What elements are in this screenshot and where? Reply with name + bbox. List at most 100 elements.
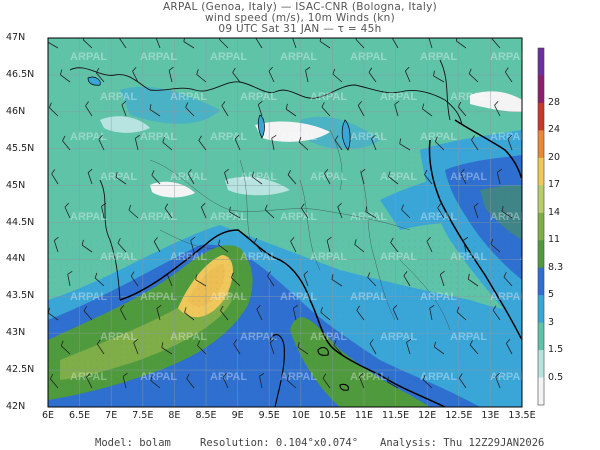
longitude-label: 7E [105, 410, 118, 421]
color-scale-swatch [538, 295, 544, 324]
latitude-label: 44N [6, 253, 26, 265]
color-scale-swatch [538, 130, 544, 159]
color-scale-label: 11 [548, 234, 561, 246]
svg-text:ARPAL: ARPAL [240, 331, 277, 343]
color-scale-label: 20 [548, 151, 561, 163]
svg-text:ARPAL: ARPAL [490, 51, 527, 63]
svg-text:ARPAL: ARPAL [350, 51, 387, 63]
longitude-label: 11E [354, 410, 374, 421]
svg-text:ARPAL: ARPAL [450, 251, 487, 263]
svg-text:ARPAL: ARPAL [140, 51, 177, 63]
svg-text:ARPAL: ARPAL [100, 171, 137, 183]
longitude-label: 8.5E [195, 410, 217, 421]
latitude-label: 45.5N [6, 142, 35, 154]
svg-text:ARPAL: ARPAL [280, 131, 317, 143]
footer-analysis: Analysis: Thu 12Z29JAN2026 [380, 437, 545, 449]
latitude-label: 42N [6, 401, 26, 412]
svg-text:ARPAL: ARPAL [310, 171, 347, 183]
color-scale-swatch [538, 377, 544, 406]
svg-text:ARPAL: ARPAL [310, 251, 347, 263]
regional-boundaries [149, 129, 451, 331]
color-scale-label: 17 [548, 179, 561, 191]
svg-text:ARPAL: ARPAL [520, 91, 557, 103]
svg-text:ARPAL: ARPAL [350, 131, 387, 143]
svg-text:ARPAL: ARPAL [210, 211, 247, 223]
svg-text:ARPAL: ARPAL [210, 51, 247, 63]
map-subtitle: wind speed (m/s), 10m Winds (kn) [205, 12, 395, 24]
svg-text:ARPAL: ARPAL [450, 171, 487, 183]
longitude-label: 12.5E [445, 410, 473, 421]
svg-text:ARPAL: ARPAL [140, 291, 177, 303]
longitude-label: 10.5E [318, 410, 346, 421]
longitude-label: 6.5E [69, 410, 91, 421]
country-borders [69, 59, 463, 301]
footer-model: Model: bolam [95, 437, 171, 449]
svg-text:ARPAL: ARPAL [350, 371, 387, 383]
latitude-label: 44.5N [6, 216, 35, 228]
svg-text:ARPAL: ARPAL [70, 291, 107, 303]
color-scale-swatch [538, 185, 544, 214]
svg-text:ARPAL: ARPAL [520, 171, 557, 183]
latitude-label: 46.5N [6, 68, 35, 80]
svg-text:ARPAL: ARPAL [100, 91, 137, 103]
longitude-label: 9E [231, 410, 244, 421]
svg-text:ARPAL: ARPAL [490, 211, 527, 223]
svg-text:ARPAL: ARPAL [490, 131, 527, 143]
color-scale-swatch [538, 322, 544, 351]
lakes [87, 76, 351, 151]
svg-text:ARPAL: ARPAL [450, 91, 487, 103]
svg-text:ARPAL: ARPAL [350, 211, 387, 223]
svg-text:ARPAL: ARPAL [380, 331, 417, 343]
svg-text:ARPAL: ARPAL [170, 171, 207, 183]
color-scale-label: 28 [548, 96, 561, 108]
color-scale-label: 0.5 [548, 371, 564, 383]
svg-text:ARPAL: ARPAL [100, 331, 137, 343]
svg-text:ARPAL: ARPAL [420, 211, 457, 223]
svg-text:ARPAL: ARPAL [70, 131, 107, 143]
svg-text:ARPAL: ARPAL [140, 131, 177, 143]
svg-text:ARPAL: ARPAL [310, 91, 347, 103]
color-scale-swatch [538, 48, 544, 76]
latitude-label: 42.5N [6, 364, 35, 376]
svg-text:ARPAL: ARPAL [520, 331, 557, 343]
svg-text:ARPAL: ARPAL [170, 331, 207, 343]
svg-text:ARPAL: ARPAL [140, 371, 177, 383]
svg-text:ARPAL: ARPAL [350, 291, 387, 303]
color-scale-bar [537, 47, 545, 406]
svg-text:ARPAL: ARPAL [520, 251, 557, 263]
svg-text:ARPAL: ARPAL [210, 291, 247, 303]
svg-text:ARPAL: ARPAL [420, 51, 457, 63]
latitude-label: 46N [6, 105, 26, 117]
svg-text:ARPAL: ARPAL [240, 251, 277, 263]
color-scale-label: 24 [548, 124, 561, 136]
svg-text:ARPAL: ARPAL [70, 371, 107, 383]
svg-text:ARPAL: ARPAL [420, 131, 457, 143]
color-scale-swatch [538, 157, 544, 186]
svg-text:ARPAL: ARPAL [170, 91, 207, 103]
color-scale-label: 5 [548, 289, 555, 301]
latitude-label: 45N [6, 179, 26, 191]
svg-text:ARPAL: ARPAL [170, 251, 207, 263]
map-frame [47, 37, 523, 408]
svg-text:ARPAL: ARPAL [140, 211, 177, 223]
longitude-label: 8E [168, 410, 181, 421]
longitude-label: 13.5E [508, 410, 536, 421]
longitude-label: 10E [291, 410, 310, 421]
svg-text:ARPAL: ARPAL [280, 291, 317, 303]
longitude-label: 11.5E [382, 410, 410, 421]
footer-resolution: Resolution: 0.104°x0.074° [200, 437, 359, 449]
latitude-label: 43N [6, 327, 26, 339]
svg-text:ARPAL: ARPAL [70, 211, 107, 223]
svg-text:ARPAL: ARPAL [380, 251, 417, 263]
color-scale-swatch [538, 102, 544, 131]
color-scale-label: 14 [548, 206, 561, 218]
color-scale-swatch [538, 240, 544, 269]
svg-text:ARPAL: ARPAL [210, 371, 247, 383]
longitude-label: 9.5E [258, 410, 280, 421]
svg-text:ARPAL: ARPAL [490, 371, 527, 383]
svg-text:ARPAL: ARPAL [420, 291, 457, 303]
color-scale-swatch [538, 350, 544, 379]
color-scale-swatch [538, 75, 544, 104]
wind-speed-field: ARPAL ARPAL ARPAL ARPAL ARPAL ARPAL ARPAL ARPAL… [48, 38, 557, 407]
color-scale-swatch [538, 212, 544, 241]
